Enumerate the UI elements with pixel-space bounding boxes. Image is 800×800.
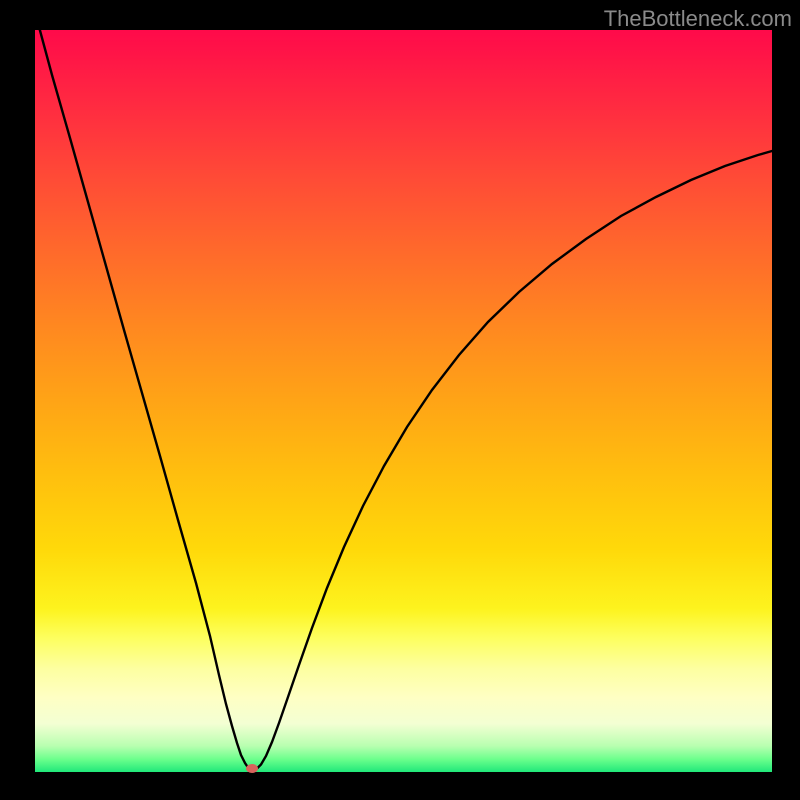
watermark-text: TheBottleneck.com — [604, 6, 792, 32]
plot-svg — [0, 0, 800, 800]
optimum-marker — [246, 764, 258, 773]
chart-container: TheBottleneck.com — [0, 0, 800, 800]
gradient-background — [35, 30, 772, 772]
